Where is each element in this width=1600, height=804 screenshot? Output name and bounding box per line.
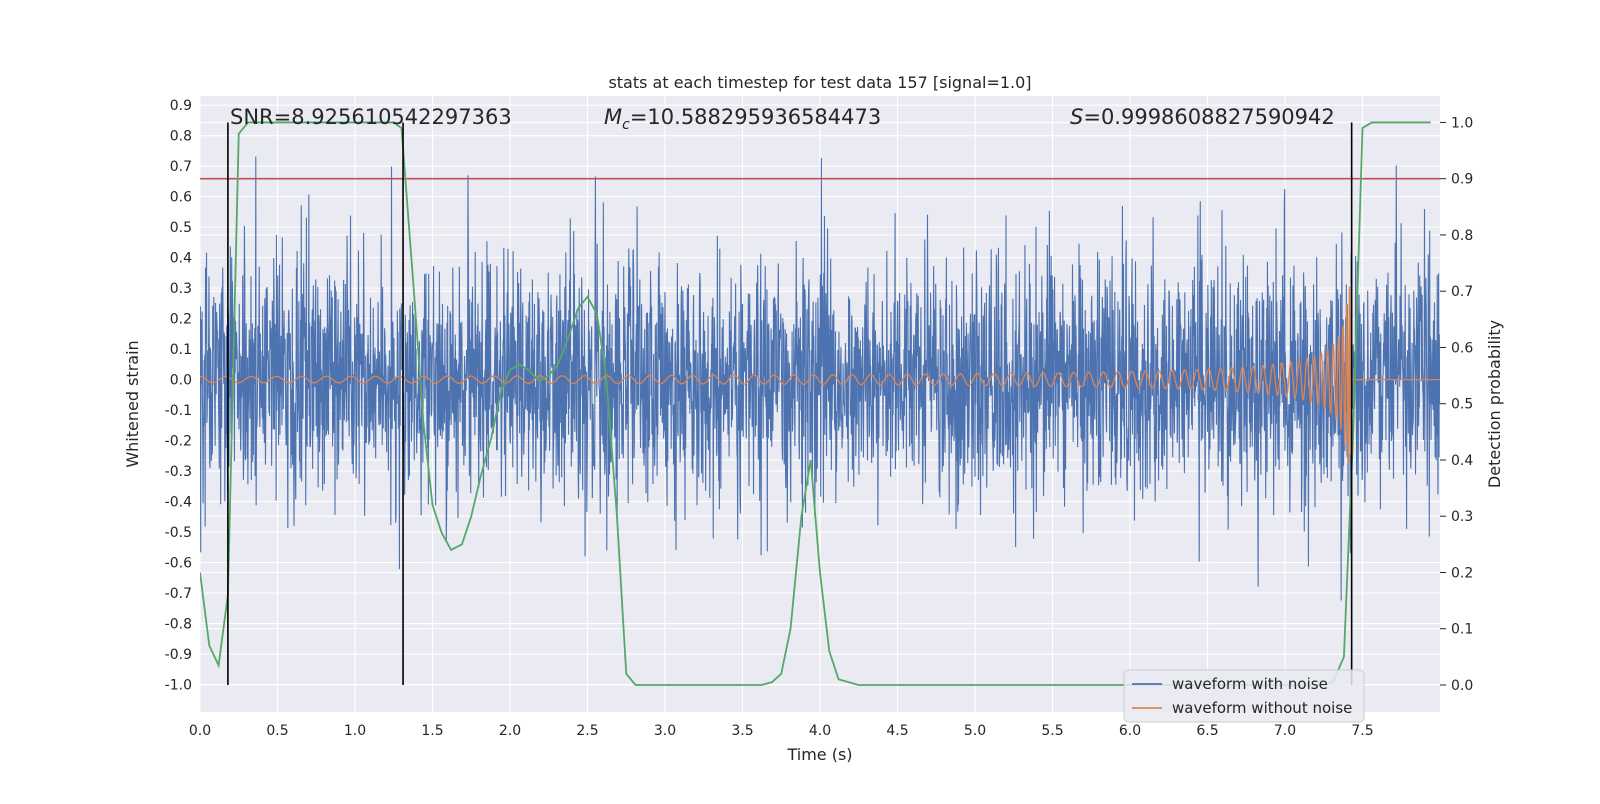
snr-annotation: SNR=8.925610542297363 (230, 105, 512, 129)
y-tick-label: 0.6 (170, 190, 192, 206)
significance-annotation: S=0.9998608827590942 (1070, 105, 1335, 129)
clean-waveform-line (200, 283, 1440, 465)
legend: waveform with noise waveform without noi… (1123, 669, 1365, 723)
legend-label-noise: waveform with noise (1172, 675, 1328, 693)
y-tick-label: -0.7 (165, 586, 192, 602)
x-tick-label: 4.0 (809, 723, 831, 739)
y-tick-label: 0.1 (170, 342, 192, 358)
y2-tick-label: 0.3 (1451, 509, 1473, 525)
x-tick-label: 5.0 (964, 723, 986, 739)
x-tick-label: 6.5 (1196, 723, 1218, 739)
x-tick-label: 7.5 (1351, 723, 1373, 739)
y2-tick-label: 0.5 (1451, 397, 1473, 413)
y2-tick-label: 0.1 (1451, 622, 1473, 638)
y-tick-label: 0.3 (170, 281, 192, 297)
x-tick-label: 0.0 (189, 723, 211, 739)
significance-value: =0.9998608827590942 (1083, 105, 1334, 129)
y2-tick-label: 0.2 (1451, 565, 1473, 581)
y-tick-label: 0.4 (170, 251, 192, 267)
y2-tick-label: 0.7 (1451, 284, 1473, 300)
y-tick-label: -0.1 (165, 403, 192, 419)
x-tick-label: 2.0 (499, 723, 521, 739)
y-tick-label: 0.0 (170, 373, 192, 389)
x-tick-label: 6.0 (1119, 723, 1141, 739)
y-tick-label: -1.0 (165, 678, 192, 694)
legend-box (1123, 669, 1365, 723)
y-tick-label: -0.9 (165, 647, 192, 663)
y2-tick-label: 0.8 (1451, 228, 1473, 244)
y-tick-label: -0.4 (165, 495, 192, 511)
y2-tick-label: 0.0 (1451, 678, 1473, 694)
significance-symbol: S (1070, 105, 1083, 129)
y-tick-label: -0.5 (165, 525, 192, 541)
noise-waveform-line (200, 156, 1440, 601)
chirp-mass-symbol: M (604, 105, 622, 129)
x-tick-label: 1.5 (421, 723, 443, 739)
x-tick-label: 4.5 (886, 723, 908, 739)
y2-axis-label: Detection probability (1485, 320, 1504, 488)
x-tick-label: 3.5 (731, 723, 753, 739)
x-tick-label: 3.0 (654, 723, 676, 739)
y2-tick-label: 0.4 (1451, 453, 1473, 469)
y-tick-label: -0.3 (165, 464, 192, 480)
x-tick-label: 1.0 (344, 723, 366, 739)
y-tick-label: 0.8 (170, 129, 192, 145)
legend-label-clean: waveform without noise (1172, 699, 1352, 717)
x-tick-label: 0.5 (266, 723, 288, 739)
y-tick-label: 0.7 (170, 159, 192, 175)
chirp-mass-annotation: Mc=10.588295936584473 (604, 105, 881, 133)
x-tick-label: 7.0 (1274, 723, 1296, 739)
x-axis-label: Time (s) (786, 745, 852, 764)
x-tick-label: 2.5 (576, 723, 598, 739)
y-tick-label: 0.2 (170, 312, 192, 328)
y-tick-label: -0.8 (165, 617, 192, 633)
y-tick-label: 0.5 (170, 220, 192, 236)
chart-title: stats at each timestep for test data 157… (608, 73, 1031, 92)
y-axis-label: Whitened strain (123, 340, 142, 467)
axes: 0.0 0.5 1.0 1.5 2.0 2.5 3.0 3.5 4.0 4.5 5.0 5.5 6.0 6… (165, 98, 1474, 739)
y-tick-label: 0.9 (170, 98, 192, 114)
y2-tick-label: 1.0 (1451, 115, 1473, 131)
y-tick-label: -0.6 (165, 556, 192, 572)
y-tick-label: -0.2 (165, 434, 192, 450)
x-tick-label: 5.5 (1041, 723, 1063, 739)
chirp-mass-value: =10.588295936584473 (630, 105, 881, 129)
y2-tick-label: 0.9 (1451, 172, 1473, 188)
y2-tick-label: 0.6 (1451, 340, 1473, 356)
chirp-mass-subscript: c (622, 117, 630, 133)
